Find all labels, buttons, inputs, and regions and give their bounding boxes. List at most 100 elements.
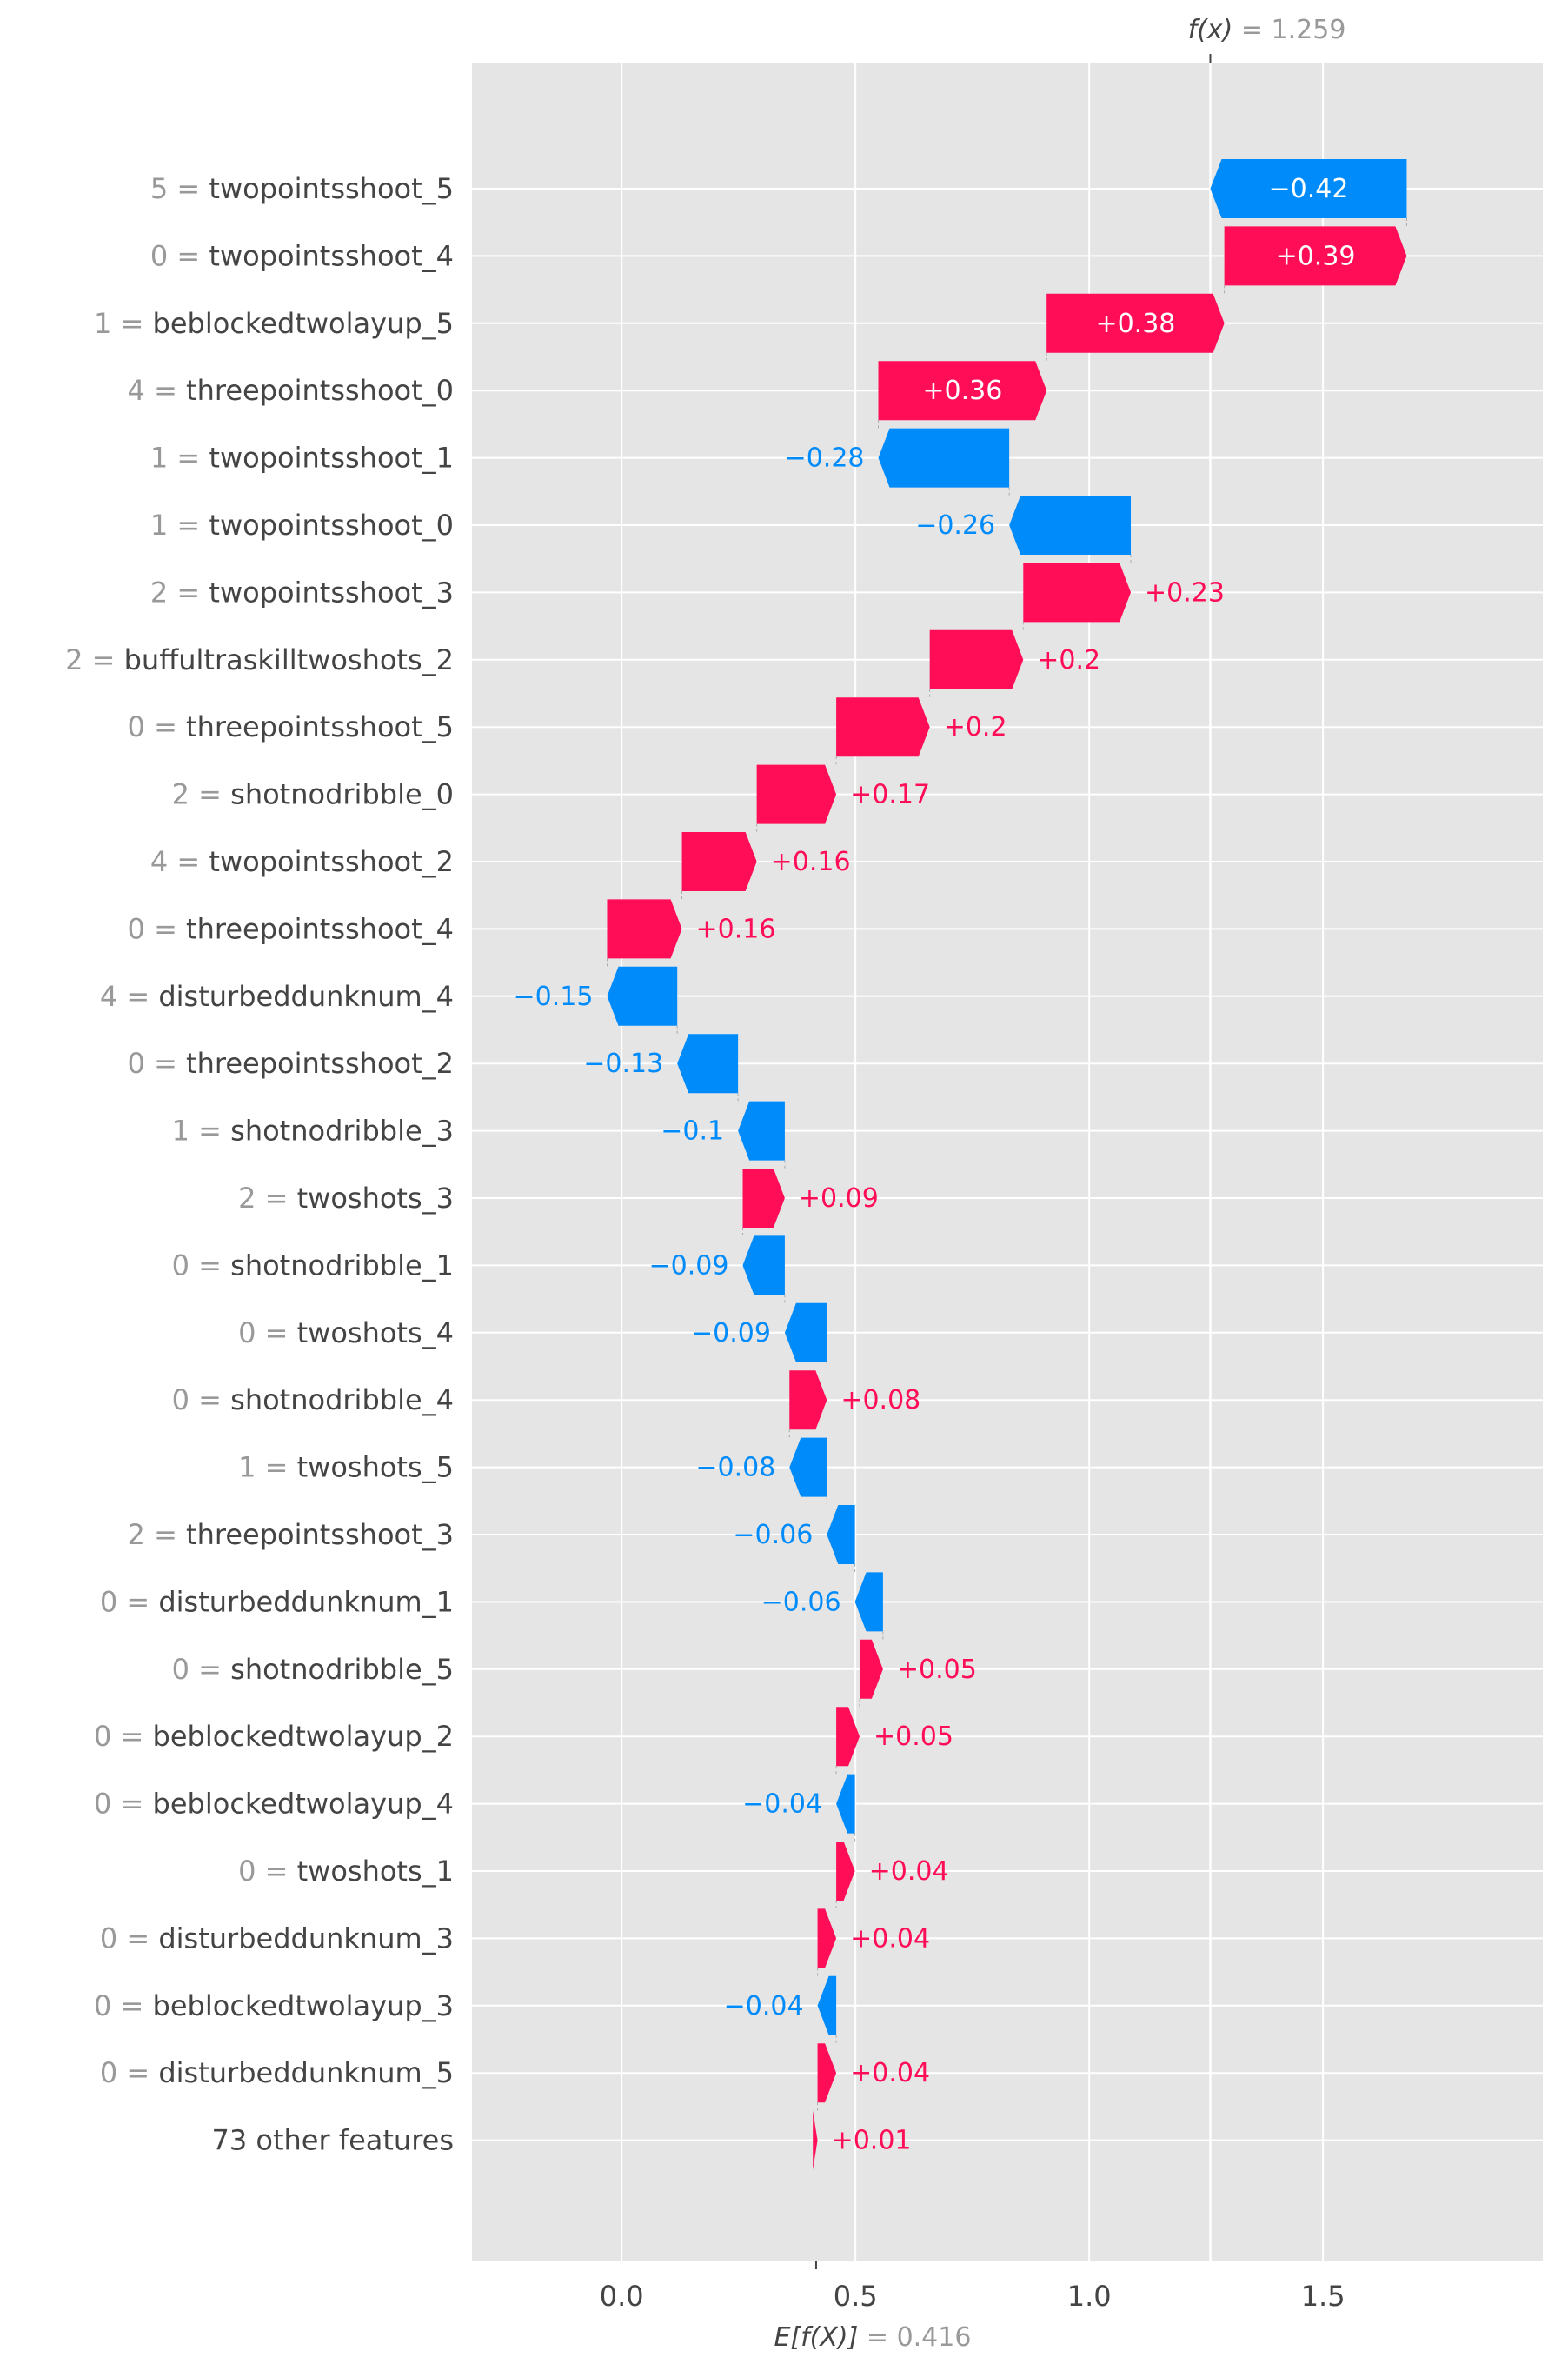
feature-name: buffultraskilltwoshots_2 <box>124 643 454 676</box>
feature-value: 0 <box>94 1989 111 2022</box>
value-label: −0.06 <box>761 1587 841 1617</box>
feature-value: 1 <box>150 509 168 542</box>
feature-eq: = <box>111 1989 152 2022</box>
feature-label: 0 = twoshots_1 <box>238 1855 454 1888</box>
feature-eq: = <box>189 1115 230 1148</box>
feature-name: twopointsshoot_4 <box>209 239 454 272</box>
value-label: −0.13 <box>583 1049 663 1079</box>
feature-value: 1 <box>94 307 111 340</box>
feature-eq: = <box>168 509 209 542</box>
bar-positive <box>681 832 757 891</box>
feature-eq: = <box>189 1383 230 1416</box>
value-label: +0.17 <box>850 780 930 810</box>
feature-eq: = <box>83 643 123 676</box>
feature-value: 0 <box>100 1585 117 1618</box>
bar-positive <box>1023 563 1132 623</box>
feature-value: 2 <box>150 576 168 609</box>
value-label: +0.04 <box>850 1923 930 1954</box>
feature-eq: = <box>168 845 209 878</box>
feature-label: 0 = twopointsshoot_4 <box>150 239 454 272</box>
feature-label: 0 = disturbeddunknum_1 <box>100 1585 454 1618</box>
feature-eq: = <box>145 374 186 407</box>
feature-eq: = <box>256 1182 296 1215</box>
feature-value: 0 <box>128 710 145 743</box>
feature-name: twoshots_3 <box>297 1182 454 1215</box>
feature-value: 2 <box>238 1182 256 1215</box>
feature-name: beblockedtwolayup_4 <box>153 1788 454 1821</box>
value-label: +0.2 <box>944 712 1007 743</box>
bar-positive <box>742 1169 785 1228</box>
feature-name: disturbeddunknum_4 <box>158 980 454 1013</box>
bar-positive <box>836 1842 855 1901</box>
value-label: +0.16 <box>771 847 851 877</box>
value-label: −0.04 <box>742 1789 822 1820</box>
feature-label: 1 = twopointsshoot_1 <box>150 442 454 475</box>
feature-value: 0 <box>150 239 168 272</box>
bar-negative <box>677 1034 739 1094</box>
bar-negative <box>742 1235 785 1295</box>
bar-negative <box>784 1302 827 1362</box>
feature-eq: = <box>145 1047 186 1080</box>
value-label: +0.38 <box>1095 309 1175 339</box>
feature-label: 0 = disturbeddunknum_5 <box>100 2056 454 2089</box>
feature-label: 1 = twopointsshoot_0 <box>150 509 454 542</box>
value-label: −0.42 <box>1268 174 1348 204</box>
value-label: −0.09 <box>649 1250 729 1281</box>
feature-label: 0 = beblockedtwolayup_2 <box>94 1720 454 1753</box>
value-label: +0.08 <box>840 1385 920 1415</box>
bar-positive <box>756 764 837 824</box>
value-label: −0.08 <box>695 1453 775 1483</box>
feature-value: 0 <box>128 1047 145 1080</box>
feature-label: 4 = disturbeddunknum_4 <box>100 980 454 1013</box>
feature-eq: = <box>111 307 152 340</box>
bar-positive <box>817 2043 837 2103</box>
bar-positive <box>859 1639 883 1699</box>
feature-value: 0 <box>128 912 145 945</box>
feature-label: 2 = buffultraskilltwoshots_2 <box>65 643 454 676</box>
bar-negative <box>738 1101 785 1161</box>
bar-negative <box>836 1774 855 1834</box>
efx-eq: = <box>858 2322 896 2353</box>
feature-eq: = <box>145 710 186 743</box>
feature-value: 4 <box>150 845 168 878</box>
feature-eq: = <box>168 442 209 475</box>
feature-eq: = <box>189 1249 230 1282</box>
feature-name: twoshots_4 <box>297 1316 454 1349</box>
feature-label: 0 = beblockedtwolayup_3 <box>94 1989 454 2022</box>
value-label: +0.04 <box>850 2058 930 2088</box>
feature-value: 1 <box>238 1451 256 1484</box>
feature-name: threepointsshoot_3 <box>186 1518 454 1551</box>
feature-label: 0 = beblockedtwolayup_4 <box>94 1788 454 1821</box>
feature-label: 0 = disturbeddunknum_3 <box>100 1921 454 1955</box>
value-label: −0.26 <box>915 510 995 541</box>
value-label: −0.1 <box>661 1116 724 1147</box>
feature-eq: = <box>117 1585 158 1618</box>
feature-value: 4 <box>100 980 117 1013</box>
feature-name: shotnodribble_4 <box>230 1383 454 1416</box>
bar-positive <box>1046 293 1225 353</box>
bar-negative <box>789 1437 827 1497</box>
feature-value: 4 <box>128 374 145 407</box>
feature-name: threepointsshoot_4 <box>186 912 454 945</box>
value-label: +0.09 <box>799 1183 879 1214</box>
bars <box>606 159 1407 2170</box>
feature-value: 2 <box>172 778 189 811</box>
feature-name: beblockedtwolayup_3 <box>153 1989 454 2022</box>
feature-value: 0 <box>172 1383 189 1416</box>
bar-negative <box>854 1572 883 1632</box>
feature-eq: = <box>189 778 230 811</box>
feature-value: 2 <box>65 643 83 676</box>
bar-negative <box>878 428 1010 488</box>
feature-label: 4 = threepointsshoot_0 <box>128 374 454 407</box>
x-tick-label: 0.0 <box>600 2280 644 2313</box>
feature-name: twopointsshoot_1 <box>209 442 454 475</box>
value-label: −0.28 <box>785 443 865 474</box>
feature-name: beblockedtwolayup_2 <box>153 1720 454 1753</box>
feature-eq: = <box>168 172 209 205</box>
bar-positive <box>789 1370 827 1430</box>
feature-name: twopointsshoot_5 <box>209 172 454 205</box>
feature-eq: = <box>168 576 209 609</box>
feature-label: 1 = shotnodribble_3 <box>172 1115 454 1148</box>
feature-label: 2 = threepointsshoot_3 <box>128 1518 454 1551</box>
